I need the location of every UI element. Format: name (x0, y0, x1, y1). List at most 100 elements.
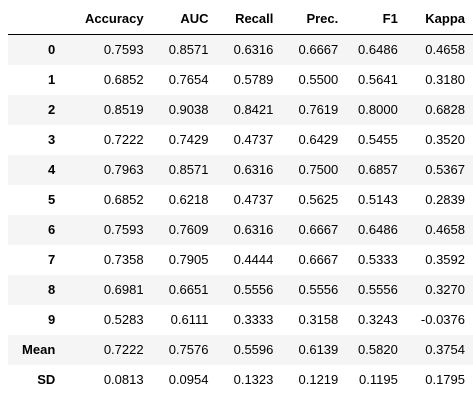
table-cell: 0.7429 (168, 132, 209, 147)
table-cell: 0.1219 (298, 372, 339, 387)
column-header-recall: Recall (216, 4, 282, 35)
table-cell: 0.5596 (233, 342, 274, 357)
table-cell: 0.7963 (103, 162, 144, 177)
table-cell: 0.3520 (425, 132, 465, 147)
table-cell: 0.5820 (358, 342, 398, 357)
metrics-table: Accuracy AUC Recall Prec. F1 Kappa 0 0.75… (8, 4, 473, 395)
table-cell: 0.6828 (425, 102, 465, 117)
table-body: 0 0.7593 0.8571 0.6316 0.6667 0.6486 0.4658 1 0.… (8, 34, 473, 395)
table-cell: -0.0376 (420, 312, 465, 327)
column-header-f1: F1 (346, 4, 406, 35)
table-cell: 0.4444 (233, 252, 274, 267)
table-cell: 0.6852 (103, 72, 144, 87)
row-index: 2 (48, 102, 56, 117)
table-row: 9 0.5283 0.6111 0.3333 0.3158 0.3243 -0.0376 (8, 305, 473, 335)
table-cell: 0.6111 (170, 312, 209, 327)
table-cell: 0.5556 (298, 282, 339, 297)
column-header-auc: AUC (151, 4, 217, 35)
row-index: 0 (48, 42, 56, 57)
table-cell: 0.8571 (168, 162, 209, 177)
table-row: 0 0.7593 0.8571 0.6316 0.6667 0.6486 0.4658 (8, 34, 473, 65)
table-cell: 0.7609 (168, 222, 209, 237)
table-cell: 0.5556 (358, 282, 398, 297)
header-row: Accuracy AUC Recall Prec. F1 Kappa (8, 4, 473, 35)
table-cell: 0.5641 (358, 72, 398, 87)
table-row: 6 0.7593 0.7609 0.6316 0.6667 0.6486 0.4658 (8, 215, 473, 245)
table-cell: 0.5556 (233, 282, 274, 297)
table-cell: 0.5367 (425, 162, 465, 177)
table-cell: 0.7576 (168, 342, 209, 357)
table-cell: 0.3158 (298, 312, 339, 327)
table-row: 3 0.7222 0.7429 0.4737 0.6429 0.5455 0.3520 (8, 125, 473, 155)
table-cell: 0.6139 (298, 342, 339, 357)
table-cell: 0.3592 (425, 252, 465, 267)
table-row: 4 0.7963 0.8571 0.6316 0.7500 0.6857 0.5367 (8, 155, 473, 185)
table-cell: 0.6857 (358, 162, 398, 177)
table-cell: 0.7222 (103, 342, 144, 357)
table-cell: 0.1795 (425, 372, 465, 387)
table-cell: 0.7358 (103, 252, 144, 267)
column-header-accuracy: Accuracy (63, 4, 152, 35)
table-cell: 0.7222 (103, 132, 144, 147)
table-cell: 0.7500 (298, 162, 339, 177)
table-cell: 0.6651 (168, 282, 209, 297)
table-cell: 0.3333 (233, 312, 274, 327)
table-cell: 0.7593 (103, 222, 144, 237)
table-cell: 0.6316 (233, 222, 274, 237)
row-index: SD (37, 372, 56, 387)
table-cell: 0.6486 (358, 42, 398, 57)
table-cell: 0.0954 (168, 372, 209, 387)
row-index: Mean (22, 342, 56, 357)
table-row: 5 0.6852 0.6218 0.4737 0.5625 0.5143 0.2839 (8, 185, 473, 215)
table-cell: 0.0813 (103, 372, 144, 387)
column-header-prec: Prec. (281, 4, 347, 35)
table-cell: 0.4737 (233, 192, 274, 207)
table-row: SD 0.0813 0.0954 0.1323 0.1219 0.1195 0.1795 (8, 365, 473, 395)
table-row: Mean 0.7222 0.7576 0.5596 0.6139 0.5820 0.3754 (8, 335, 473, 365)
row-index: 5 (48, 192, 56, 207)
table-cell: 0.4737 (233, 132, 274, 147)
table-cell: 0.5143 (358, 192, 398, 207)
index-header (8, 4, 64, 35)
table-cell: 0.5333 (358, 252, 398, 267)
table-row: 2 0.8519 0.9038 0.8421 0.7619 0.8000 0.6828 (8, 95, 473, 125)
table-cell: 0.9038 (168, 102, 209, 117)
table-cell: 0.5789 (233, 72, 274, 87)
table-cell: 0.6429 (298, 132, 339, 147)
table-cell: 0.3180 (425, 72, 465, 87)
table-cell: 0.5625 (298, 192, 339, 207)
table-row: 1 0.6852 0.7654 0.5789 0.5500 0.5641 0.3180 (8, 65, 473, 95)
table-cell: 0.3754 (425, 342, 465, 357)
table-cell: 0.1323 (233, 372, 274, 387)
row-index: 4 (48, 162, 56, 177)
table-cell: 0.8000 (358, 102, 398, 117)
column-header-kappa: Kappa (405, 4, 473, 35)
table-cell: 0.6218 (168, 192, 209, 207)
table-cell: 0.7619 (298, 102, 339, 117)
table-cell: 0.6852 (103, 192, 144, 207)
table-cell: 0.3270 (425, 282, 465, 297)
table-cell: 0.7654 (168, 72, 209, 87)
row-index: 6 (48, 222, 56, 237)
table-cell: 0.6486 (358, 222, 398, 237)
table-cell: 0.6316 (233, 162, 274, 177)
table-cell: 0.4658 (425, 222, 465, 237)
row-index: 7 (48, 252, 56, 267)
table-row: 7 0.7358 0.7905 0.4444 0.6667 0.5333 0.3592 (8, 245, 473, 275)
table-cell: 0.2839 (425, 192, 465, 207)
row-index: 9 (48, 312, 56, 327)
table-cell: 0.3243 (358, 312, 398, 327)
table-cell: 0.6981 (103, 282, 144, 297)
table-cell: 0.5283 (103, 312, 144, 327)
table-cell: 0.6316 (233, 42, 274, 57)
table-cell: 0.8421 (233, 102, 274, 117)
row-index: 3 (48, 132, 56, 147)
table-cell: 0.8519 (103, 102, 144, 117)
row-index: 1 (48, 72, 56, 87)
table-cell: 0.7905 (168, 252, 209, 267)
table-cell: 0.7593 (103, 42, 144, 57)
table-row: 8 0.6981 0.6651 0.5556 0.5556 0.5556 0.3270 (8, 275, 473, 305)
table-cell: 0.5455 (358, 132, 398, 147)
table-cell: 0.6667 (298, 222, 339, 237)
